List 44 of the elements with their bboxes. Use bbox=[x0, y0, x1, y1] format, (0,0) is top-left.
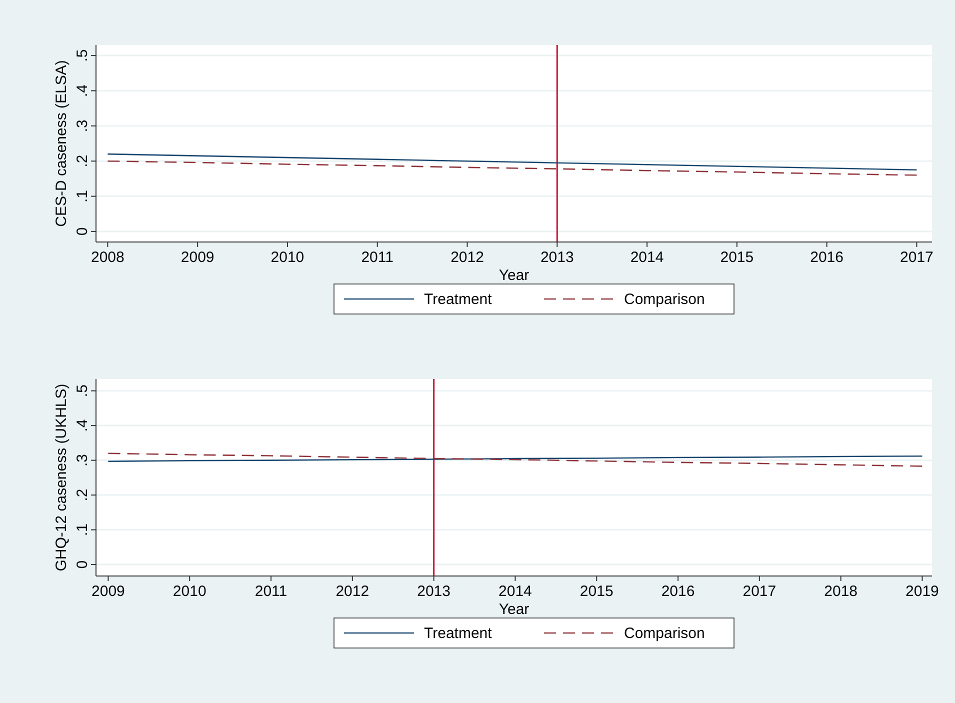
y-tick-label: .5 bbox=[74, 384, 91, 398]
y-tick-label: .3 bbox=[74, 454, 91, 467]
y-tick-label: .4 bbox=[74, 419, 91, 432]
x-tick-label: 2016 bbox=[661, 583, 695, 600]
y-tick-label: 0 bbox=[74, 560, 91, 569]
x-tick-label: 2011 bbox=[254, 583, 288, 600]
line-series bbox=[107, 153, 918, 171]
legend-label: Treatment bbox=[424, 291, 493, 308]
legend-label: Treatment bbox=[424, 625, 493, 642]
x-tick-label: 2019 bbox=[906, 583, 939, 600]
x-tick-label: 2016 bbox=[810, 249, 844, 266]
x-tick-label: 2014 bbox=[498, 583, 532, 600]
x-tick-label: 2017 bbox=[742, 583, 776, 600]
y-tick-label: .2 bbox=[74, 154, 91, 168]
line-series bbox=[108, 452, 923, 467]
x-tick-label: 2014 bbox=[630, 249, 664, 266]
x-tick-label: 2015 bbox=[720, 249, 754, 266]
y-axis-title: GHQ-12 caseness (UKHLS) bbox=[53, 384, 70, 572]
y-tick-label: .1 bbox=[74, 524, 91, 536]
x-tick-label: 2009 bbox=[180, 249, 214, 266]
x-tick-label: 2015 bbox=[580, 583, 614, 600]
x-tick-label: 2017 bbox=[900, 249, 934, 266]
y-tick-label: .5 bbox=[74, 49, 91, 62]
x-axis-title: Year bbox=[498, 601, 530, 618]
x-tick-label: 2010 bbox=[172, 583, 206, 600]
x-tick-label: 2008 bbox=[91, 249, 124, 266]
legend-label: Comparison bbox=[624, 291, 705, 308]
x-tick-label: 2012 bbox=[336, 583, 370, 600]
y-tick-label: .2 bbox=[74, 488, 91, 502]
x-tick-label: 2018 bbox=[824, 583, 858, 600]
line-series bbox=[107, 160, 918, 176]
x-tick-label: 2013 bbox=[540, 249, 574, 266]
legend-label: Comparison bbox=[624, 625, 705, 642]
y-axis-title: CES-D caseness (ELSA) bbox=[53, 60, 70, 227]
x-tick-label: 2010 bbox=[270, 249, 304, 266]
x-tick-label: 2012 bbox=[450, 249, 484, 266]
y-tick-label: .1 bbox=[74, 190, 91, 203]
y-tick-label: .4 bbox=[74, 84, 91, 97]
x-tick-label: 2009 bbox=[92, 583, 125, 600]
y-tick-label: .3 bbox=[74, 120, 91, 132]
y-tick-label: 0 bbox=[74, 227, 91, 236]
x-tick-label: 2013 bbox=[417, 583, 451, 600]
x-tick-label: 2011 bbox=[361, 249, 394, 266]
x-axis-title: Year bbox=[498, 267, 530, 284]
